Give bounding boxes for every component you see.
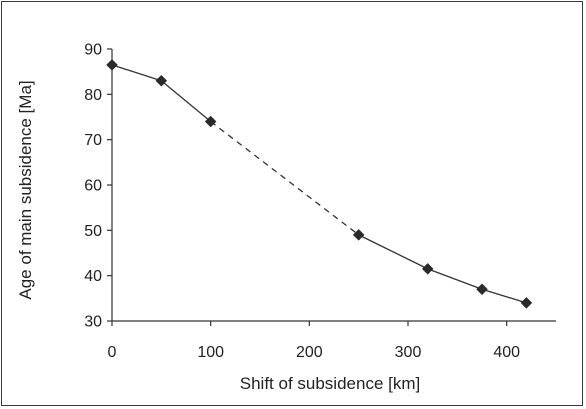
axes [111,49,556,322]
series-segment [111,64,162,82]
data-point-marker [155,74,168,87]
y-tick-label: 80 [84,87,102,104]
data-point-marker [204,115,217,128]
x-tick-label: 400 [493,344,520,361]
x-tick-label: 200 [296,344,323,361]
data-point-marker [520,297,533,309]
y-tick-label: 50 [84,223,102,240]
x-tick-label: 300 [395,344,422,361]
x-tick-label: 0 [108,344,117,361]
y-ticks: 30 40 50 60 70 80 90 [84,42,112,331]
series [106,59,533,309]
x-tick-label: 100 [197,344,224,361]
y-tick-label: 90 [84,42,102,59]
data-point-marker [352,229,365,241]
data-point-marker [421,263,434,275]
y-tick-label: 70 [84,132,102,149]
data-point-marker [476,283,488,296]
x-ticks: 0 100 200 300 400 [108,321,520,361]
series-segment [358,234,429,270]
series-segment [160,80,212,123]
series-segment [481,288,527,304]
y-tick-label: 30 [84,314,102,331]
series-segment [427,268,483,290]
x-axis-label: Shift of subsidence [km] [240,374,420,393]
y-tick-label: 60 [84,178,102,195]
y-axis-label: Age of main subsidence [Ma] [16,80,35,299]
series-segment-dashed [210,121,360,236]
y-tick-label: 40 [84,268,102,285]
data-point-marker [106,59,118,71]
